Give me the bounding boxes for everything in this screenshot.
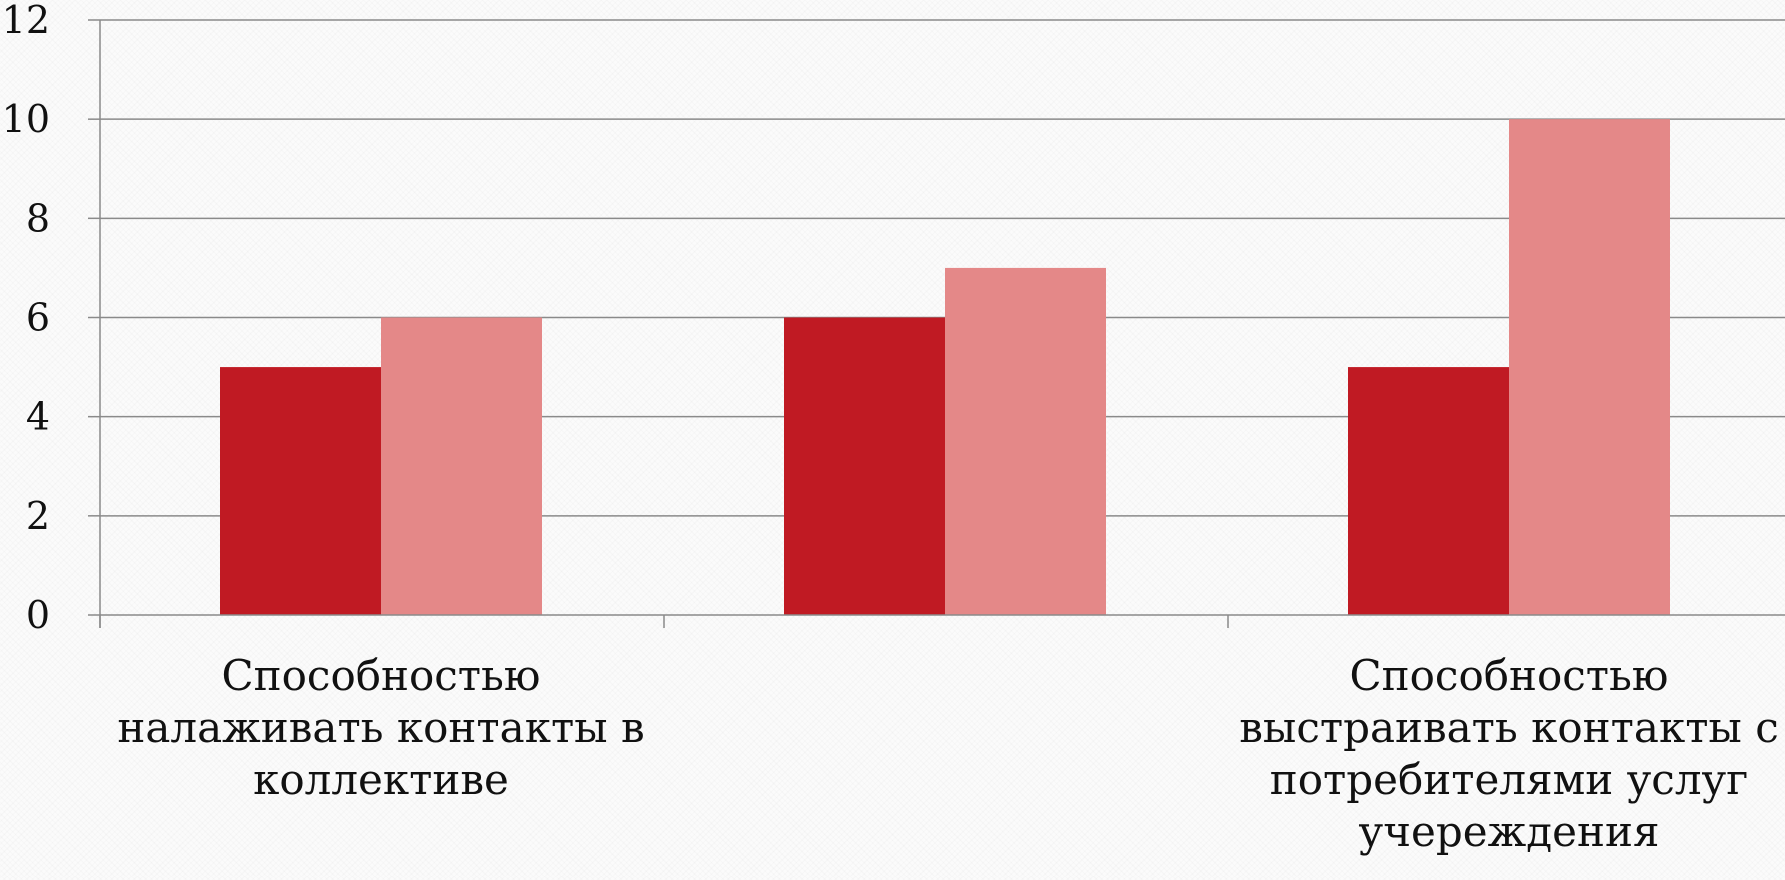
x-category-label: Способностью выстраивать контакты с потреб… <box>1239 651 1778 856</box>
x-category-label-line: выстраивать контакты с <box>1239 703 1778 752</box>
x-category-label-line: Способностью <box>1350 651 1669 700</box>
bar-series1-cat1 <box>220 367 381 615</box>
y-tick-label: 6 <box>26 296 50 340</box>
bar-series1-cat2 <box>784 317 945 615</box>
bar-series2-cat2 <box>945 267 1106 615</box>
x-category-label-line: учереждения <box>1359 807 1660 856</box>
x-category-label-line: коллективе <box>253 755 509 804</box>
y-tick-label: 2 <box>26 494 50 538</box>
y-tick-label: 8 <box>26 196 50 240</box>
bar-series1-cat3 <box>1348 367 1509 615</box>
y-tick-label: 10 <box>2 97 50 141</box>
axes <box>88 19 1785 628</box>
bars <box>220 119 1670 616</box>
y-tick-label: 0 <box>26 593 50 637</box>
x-category-label-line: Способностью <box>222 651 541 700</box>
y-tick-label: 4 <box>26 395 50 439</box>
x-category-label: Способностью налаживать контакты в коллект… <box>117 651 644 804</box>
y-tick-label: 12 <box>2 0 50 42</box>
x-category-label-line: налаживать контакты в <box>117 703 644 752</box>
bar-series2-cat3 <box>1509 119 1670 616</box>
bar-series2-cat1 <box>381 317 542 615</box>
x-category-label-line: потребителями услуг <box>1270 755 1748 804</box>
